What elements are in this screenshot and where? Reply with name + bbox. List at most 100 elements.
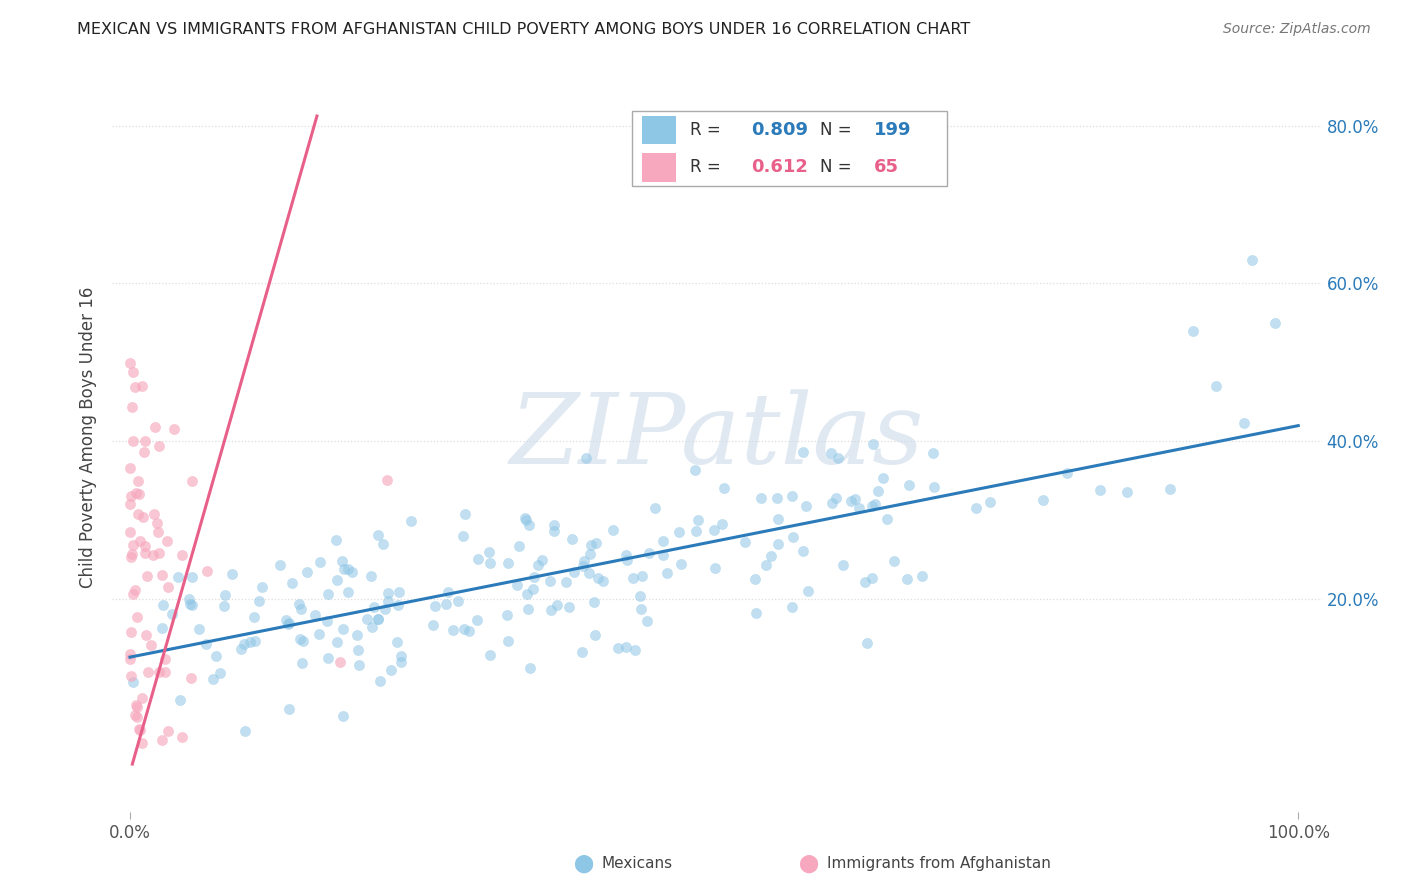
- Point: [522, 582, 544, 597]
- Point: [636, 615, 658, 629]
- Point: [118, 356, 141, 370]
- Point: [194, 637, 217, 651]
- Point: [820, 496, 842, 510]
- Point: [437, 584, 460, 599]
- Point: [422, 618, 444, 632]
- Point: [453, 529, 475, 543]
- Point: [129, 723, 152, 737]
- Point: [827, 451, 849, 466]
- Point: [616, 553, 638, 567]
- Point: [592, 574, 614, 589]
- Point: [797, 583, 820, 598]
- Point: [179, 597, 201, 611]
- Point: [332, 622, 354, 636]
- Point: [131, 736, 153, 750]
- Point: [148, 546, 170, 560]
- Point: [231, 642, 253, 657]
- Point: [579, 547, 602, 561]
- Point: [744, 572, 766, 586]
- Point: [1264, 316, 1286, 330]
- Point: [755, 558, 778, 573]
- Point: [291, 634, 314, 648]
- Point: [153, 665, 176, 679]
- Point: [375, 474, 398, 488]
- Point: [337, 561, 360, 575]
- Point: [316, 614, 339, 628]
- Point: [121, 400, 143, 414]
- Point: [121, 538, 143, 552]
- Text: Source: ZipAtlas.com: Source: ZipAtlas.com: [1223, 22, 1371, 37]
- Point: [243, 633, 266, 648]
- Point: [122, 365, 145, 379]
- Text: 0.809: 0.809: [751, 121, 808, 139]
- Point: [304, 608, 326, 623]
- Point: [247, 594, 270, 608]
- Point: [269, 558, 291, 572]
- Point: [860, 500, 883, 514]
- Point: [377, 586, 399, 600]
- Point: [441, 623, 464, 637]
- Point: [232, 637, 254, 651]
- Point: [195, 564, 218, 578]
- Point: [853, 574, 876, 589]
- Point: [120, 652, 142, 666]
- Point: [188, 622, 211, 636]
- Point: [377, 593, 399, 607]
- Point: [540, 603, 562, 617]
- Point: [120, 524, 142, 539]
- Point: [844, 491, 866, 506]
- Point: [1088, 483, 1111, 497]
- Point: [156, 533, 179, 548]
- Point: [367, 528, 389, 542]
- Point: [131, 379, 153, 393]
- Point: [134, 546, 156, 560]
- Point: [637, 546, 659, 560]
- Point: [624, 643, 647, 657]
- Point: [202, 672, 225, 686]
- Point: [1233, 416, 1256, 430]
- Point: [274, 613, 297, 627]
- Point: [896, 572, 918, 586]
- Point: [170, 548, 193, 562]
- Point: [979, 495, 1001, 509]
- Point: [233, 723, 256, 738]
- Point: [825, 491, 848, 506]
- Point: [367, 612, 389, 626]
- Point: [780, 600, 803, 615]
- Point: [586, 571, 609, 585]
- Point: [630, 568, 652, 582]
- Point: [765, 491, 787, 505]
- Point: [759, 549, 782, 563]
- Point: [148, 439, 170, 453]
- Point: [163, 422, 186, 436]
- Point: [630, 602, 652, 616]
- Point: [820, 446, 842, 460]
- Point: [146, 524, 169, 539]
- Point: [277, 616, 299, 631]
- Point: [704, 561, 727, 575]
- Point: [336, 585, 359, 599]
- Point: [368, 673, 391, 688]
- Point: [167, 570, 190, 584]
- Point: [683, 463, 706, 477]
- Text: N =: N =: [820, 121, 856, 139]
- Point: [181, 599, 204, 613]
- Point: [150, 621, 173, 635]
- Point: [425, 599, 447, 613]
- Point: [921, 446, 943, 460]
- Point: [209, 665, 232, 680]
- Point: [578, 566, 600, 580]
- Point: [555, 574, 578, 589]
- Point: [142, 548, 165, 562]
- Point: [506, 578, 529, 592]
- Bar: [643, 153, 676, 182]
- Point: [125, 710, 148, 724]
- Point: [121, 587, 143, 601]
- Text: N =: N =: [820, 159, 856, 177]
- Point: [508, 539, 530, 553]
- Point: [150, 568, 173, 582]
- Point: [519, 518, 541, 533]
- Point: [782, 530, 804, 544]
- Text: R =: R =: [690, 159, 727, 177]
- Point: [467, 551, 489, 566]
